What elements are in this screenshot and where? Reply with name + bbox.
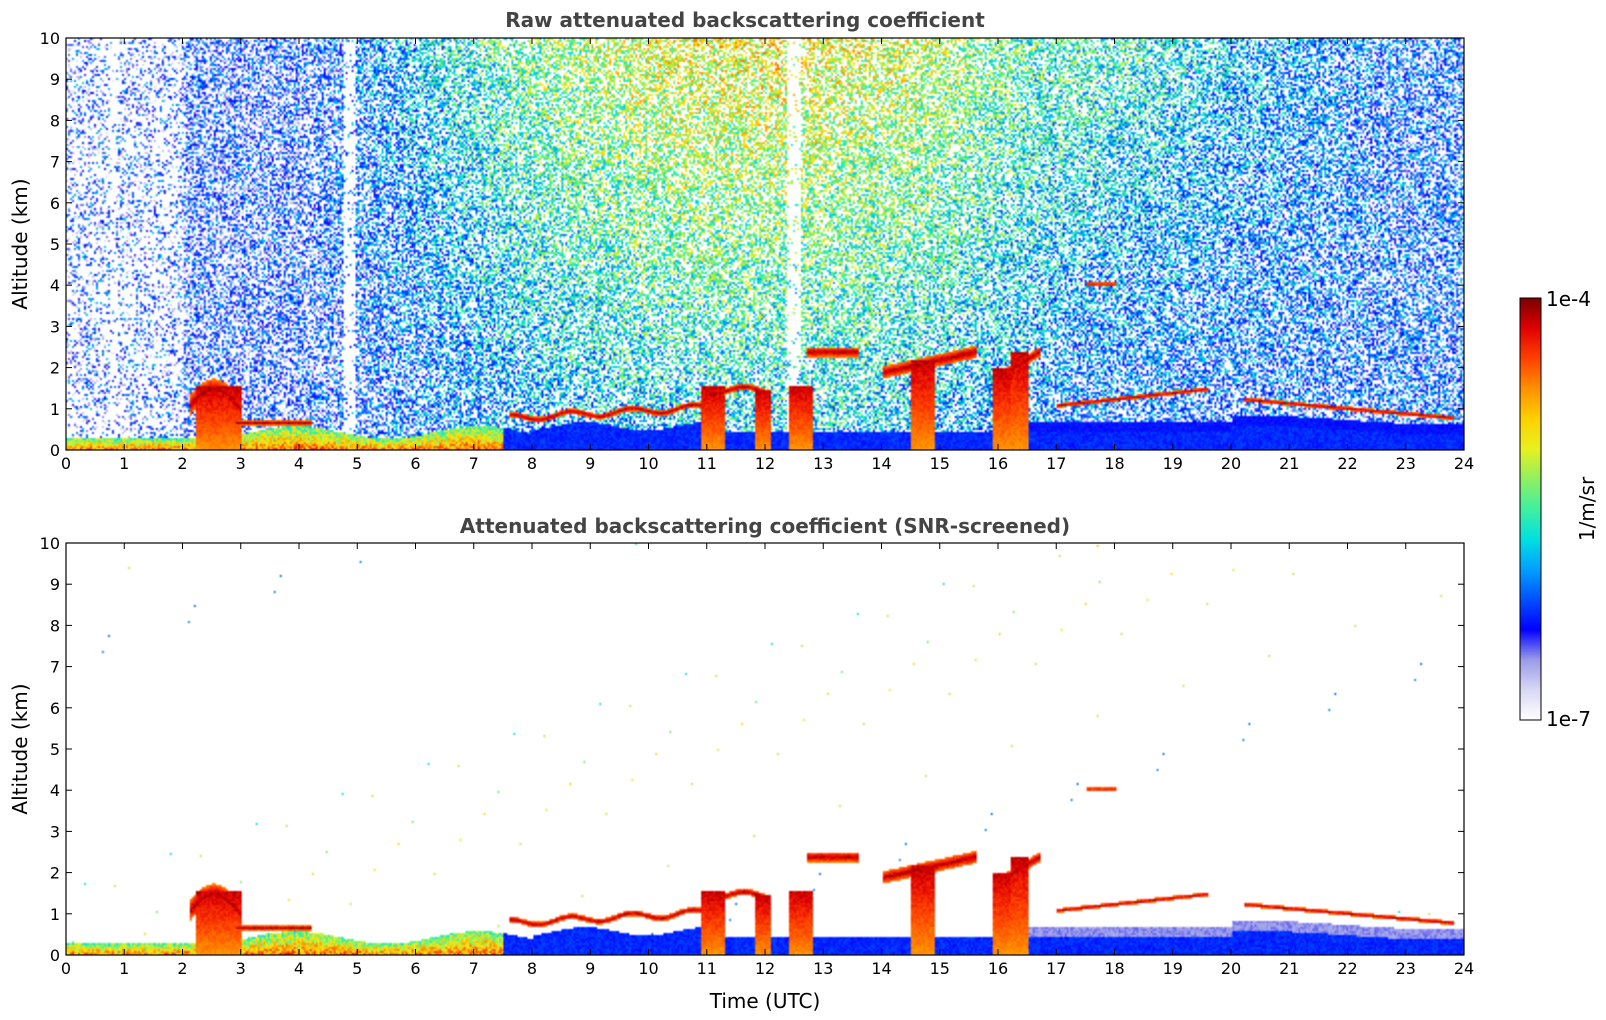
colorbar-max-label: 1e-4 bbox=[1546, 287, 1591, 311]
y-tick-label: 10 bbox=[40, 534, 60, 553]
y-tick-label: 2 bbox=[50, 864, 60, 883]
y-tick-label: 1 bbox=[50, 400, 60, 419]
raw-panel-title: Raw attenuated backscattering coefficien… bbox=[505, 8, 985, 32]
x-tick-label: 5 bbox=[352, 959, 362, 978]
x-tick-label: 8 bbox=[527, 454, 537, 473]
x-tick-label: 13 bbox=[813, 454, 833, 473]
x-tick-label: 10 bbox=[638, 959, 658, 978]
x-tick-label: 2 bbox=[177, 454, 187, 473]
raw-y-axis-label: Altitude (km) bbox=[8, 178, 32, 309]
colorbar: 1e-4 1e-7 1/m/sr bbox=[1519, 287, 1599, 731]
x-tick-label: 19 bbox=[1163, 454, 1183, 473]
x-tick-label: 24 bbox=[1454, 454, 1474, 473]
screened-axes: 0 1 2 3 4 5 6 7 8 9 10 11 12 13 14 15 16 17 18 19 20 21 22 23 24… bbox=[40, 534, 1475, 978]
x-tick-label: 11 bbox=[697, 959, 717, 978]
y-tick-label: 7 bbox=[50, 153, 60, 172]
x-tick-label: 12 bbox=[755, 959, 775, 978]
x-tick-label: 9 bbox=[585, 959, 595, 978]
raw-axes: 0 1 2 3 4 5 6 7 8 9 10 11 12 13 14 15 16 17 18 19 20 21 22 23 24… bbox=[40, 29, 1475, 473]
x-tick-label: 20 bbox=[1221, 959, 1241, 978]
x-tick-label: 16 bbox=[988, 454, 1008, 473]
x-tick-label: 1 bbox=[119, 959, 129, 978]
screened-y-axis-label: Altitude (km) bbox=[8, 683, 32, 814]
x-tick-label: 7 bbox=[469, 959, 479, 978]
x-tick-label: 0 bbox=[61, 454, 71, 473]
y-tick-label: 5 bbox=[50, 740, 60, 759]
y-tick-label: 1 bbox=[50, 905, 60, 924]
x-tick-label: 9 bbox=[585, 454, 595, 473]
x-tick-label: 6 bbox=[410, 959, 420, 978]
x-tick-label: 6 bbox=[410, 454, 420, 473]
x-tick-label: 23 bbox=[1396, 454, 1416, 473]
x-tick-label: 1 bbox=[119, 454, 129, 473]
y-tick-label: 0 bbox=[50, 441, 60, 460]
raw-backscatter-panel: Raw attenuated backscattering coefficien… bbox=[8, 8, 1474, 473]
screened-backscatter-heatmap bbox=[66, 543, 1464, 955]
x-tick-label: 22 bbox=[1337, 959, 1357, 978]
x-tick-label: 14 bbox=[871, 959, 891, 978]
y-tick-label: 9 bbox=[50, 70, 60, 89]
x-tick-label: 8 bbox=[527, 959, 537, 978]
x-tick-label: 7 bbox=[469, 454, 479, 473]
y-tick-label: 9 bbox=[50, 575, 60, 594]
raw-backscatter-heatmap bbox=[66, 38, 1464, 450]
y-tick-label: 7 bbox=[50, 658, 60, 677]
y-tick-label: 3 bbox=[50, 317, 60, 336]
x-tick-label: 21 bbox=[1279, 454, 1299, 473]
x-tick-label: 13 bbox=[813, 959, 833, 978]
x-tick-label: 4 bbox=[294, 959, 304, 978]
y-tick-label: 10 bbox=[40, 29, 60, 48]
x-tick-label: 16 bbox=[988, 959, 1008, 978]
y-tick-label: 5 bbox=[50, 235, 60, 254]
y-tick-label: 0 bbox=[50, 946, 60, 965]
y-tick-label: 8 bbox=[50, 111, 60, 130]
x-tick-label: 19 bbox=[1163, 959, 1183, 978]
y-tick-label: 6 bbox=[50, 194, 60, 213]
x-tick-label: 18 bbox=[1104, 959, 1124, 978]
x-tick-label: 10 bbox=[638, 454, 658, 473]
screened-backscatter-panel: Attenuated backscattering coefficient (S… bbox=[8, 514, 1474, 1013]
x-axis-label: Time (UTC) bbox=[709, 989, 821, 1013]
y-tick-label: 6 bbox=[50, 699, 60, 718]
x-tick-label: 21 bbox=[1279, 959, 1299, 978]
y-tick-label: 4 bbox=[50, 781, 60, 800]
x-tick-label: 22 bbox=[1337, 454, 1357, 473]
x-tick-label: 0 bbox=[61, 959, 71, 978]
y-tick-label: 4 bbox=[50, 276, 60, 295]
x-tick-label: 15 bbox=[930, 454, 950, 473]
x-tick-label: 3 bbox=[236, 454, 246, 473]
x-tick-label: 24 bbox=[1454, 959, 1474, 978]
x-tick-label: 14 bbox=[871, 454, 891, 473]
x-tick-label: 5 bbox=[352, 454, 362, 473]
x-tick-label: 2 bbox=[177, 959, 187, 978]
x-tick-label: 3 bbox=[236, 959, 246, 978]
colorbar-gradient bbox=[1519, 297, 1542, 721]
x-tick-label: 18 bbox=[1104, 454, 1124, 473]
x-tick-label: 11 bbox=[697, 454, 717, 473]
colorbar-unit-label: 1/m/sr bbox=[1575, 476, 1599, 541]
x-tick-label: 15 bbox=[930, 959, 950, 978]
y-tick-label: 8 bbox=[50, 616, 60, 635]
y-tick-label: 2 bbox=[50, 359, 60, 378]
screened-panel-title: Attenuated backscattering coefficient (S… bbox=[460, 514, 1070, 538]
x-tick-label: 12 bbox=[755, 454, 775, 473]
y-tick-label: 3 bbox=[50, 822, 60, 841]
x-tick-label: 4 bbox=[294, 454, 304, 473]
x-tick-label: 20 bbox=[1221, 454, 1241, 473]
x-tick-label: 17 bbox=[1046, 454, 1066, 473]
x-tick-label: 17 bbox=[1046, 959, 1066, 978]
colorbar-min-label: 1e-7 bbox=[1546, 707, 1591, 731]
x-tick-label: 23 bbox=[1396, 959, 1416, 978]
